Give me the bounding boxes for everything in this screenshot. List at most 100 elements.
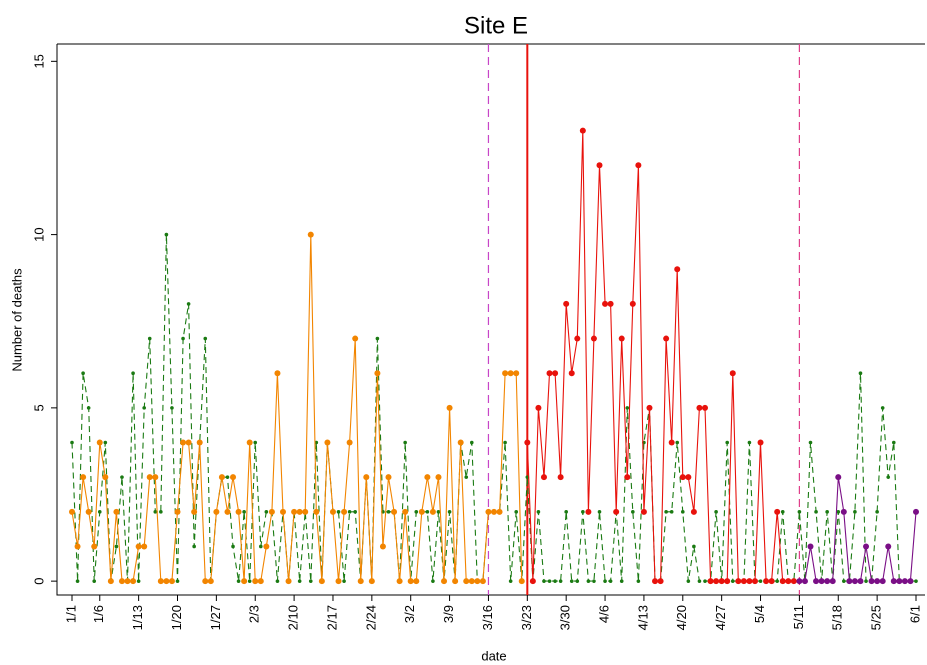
data-point [886, 475, 891, 479]
data-point [891, 440, 896, 445]
data-point [341, 508, 348, 515]
data-point [540, 474, 547, 481]
data-point [553, 579, 557, 583]
data-point [418, 508, 425, 515]
data-point [840, 508, 847, 515]
data-point [263, 543, 270, 550]
data-point [431, 579, 435, 583]
data-point [113, 508, 120, 515]
x-tick-label: 4/20 [674, 605, 689, 630]
data-point [118, 578, 125, 585]
x-tick-label: 6/1 [907, 605, 922, 623]
data-point [619, 579, 624, 583]
data-point [690, 508, 697, 515]
data-point [375, 336, 380, 341]
data-point [914, 579, 918, 583]
data-point [768, 578, 775, 585]
data-point [813, 578, 820, 585]
data-point [535, 404, 542, 411]
data-point [97, 510, 102, 514]
data-point [386, 510, 391, 514]
data-point [96, 439, 103, 446]
x-axis-label: date [481, 648, 506, 663]
data-point [586, 579, 591, 583]
data-point [697, 579, 702, 583]
data-point [829, 578, 836, 585]
y-tick-label: 0 [31, 578, 46, 585]
data-point [85, 508, 92, 515]
data-point [502, 370, 509, 377]
data-point [585, 508, 592, 515]
data-point [141, 543, 148, 550]
data-point [668, 439, 675, 446]
data-point [825, 510, 829, 514]
data-point [457, 439, 464, 446]
data-point [379, 543, 386, 550]
data-point [901, 578, 908, 585]
data-point [907, 578, 914, 585]
data-point [385, 474, 392, 481]
data-point [896, 578, 903, 585]
data-point [596, 162, 603, 169]
data-point [147, 336, 152, 341]
x-tick-label: 3/30 [558, 605, 573, 630]
data-point [758, 579, 763, 583]
data-point [524, 439, 531, 446]
x-tick-label: 4/6 [596, 605, 611, 623]
data-point [851, 578, 858, 585]
data-point [357, 578, 364, 585]
data-point [491, 508, 497, 515]
data-point [191, 508, 198, 515]
data-point [120, 475, 124, 479]
data-point [86, 406, 91, 410]
data-point [324, 439, 331, 446]
x-tick-label: 1/13 [130, 605, 145, 630]
data-point [631, 510, 635, 514]
y-tick-label: 10 [31, 227, 46, 241]
data-point [469, 440, 474, 445]
data-point [547, 579, 552, 583]
data-point [175, 579, 180, 583]
data-point [546, 370, 553, 377]
data-point [747, 440, 752, 445]
data-point [159, 510, 163, 514]
x-tick-label: 3/23 [519, 605, 534, 630]
data-point [268, 508, 275, 515]
data-point [275, 579, 280, 583]
data-point [102, 474, 109, 481]
x-tick-label: 3/9 [441, 605, 456, 623]
data-point [774, 508, 781, 515]
data-point [236, 579, 241, 583]
data-point [696, 404, 703, 411]
data-point [513, 370, 520, 377]
data-point [779, 578, 786, 585]
data-point [235, 508, 242, 515]
data-point [724, 578, 731, 585]
data-point [624, 474, 631, 481]
data-point [729, 370, 736, 377]
x-tick-label: 4/27 [713, 605, 728, 630]
data-point [858, 371, 863, 376]
data-point [464, 475, 469, 479]
data-point [91, 543, 98, 550]
data-point [581, 510, 585, 514]
data-point [447, 510, 452, 514]
data-point [575, 579, 580, 583]
data-point [346, 439, 353, 446]
x-tick-label: 5/4 [752, 605, 767, 623]
data-point [785, 578, 792, 585]
data-point [503, 440, 507, 445]
data-point [801, 578, 808, 585]
data-point [253, 440, 258, 445]
data-point [230, 474, 237, 481]
data-point [114, 544, 119, 549]
data-point [203, 336, 208, 341]
data-point [479, 578, 486, 585]
data-point [913, 508, 919, 515]
data-point [646, 404, 653, 411]
data-point [336, 510, 341, 514]
data-point [703, 579, 707, 583]
data-point [685, 474, 692, 481]
data-point [835, 474, 842, 481]
x-tick-label: 2/24 [363, 605, 378, 630]
